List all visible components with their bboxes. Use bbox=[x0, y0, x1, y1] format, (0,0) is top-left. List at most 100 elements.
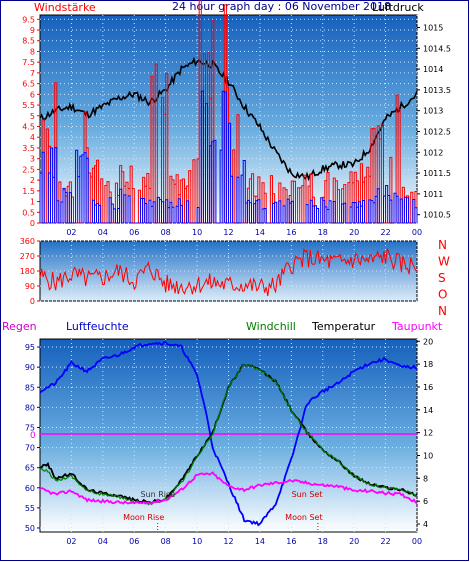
p1-right-tick: 1014 bbox=[423, 65, 443, 74]
p1-left-tick: 3 bbox=[30, 155, 35, 164]
p3-x-tick: 16 bbox=[286, 537, 296, 546]
p3-left-tick: 95 bbox=[25, 343, 35, 352]
p3-right-tick: 16 bbox=[423, 383, 433, 392]
p1-x-tick: 16 bbox=[286, 228, 296, 237]
p2-left-tick: 270 bbox=[20, 252, 35, 261]
compass-label: W bbox=[438, 255, 450, 269]
p1-right-tick: 1013.5 bbox=[423, 86, 451, 95]
p3-left-tick: 85 bbox=[25, 383, 35, 392]
p1-x-tick: 20 bbox=[349, 228, 359, 237]
series-luftfeuchte bbox=[39, 341, 418, 527]
p1-right-tick: 1013 bbox=[423, 107, 443, 116]
series-windchill bbox=[39, 363, 418, 506]
sunset-label: Sun Set bbox=[292, 490, 323, 499]
luftdruck-label: Luftdruck bbox=[372, 1, 424, 14]
chart-title: 24 hour graph day : 06 November 2018 bbox=[172, 0, 391, 13]
p1-right-tick: 1012 bbox=[423, 148, 443, 157]
p3-left-tick: 75 bbox=[25, 423, 35, 432]
p3-right-tick: 4 bbox=[423, 520, 428, 529]
p1-x-tick: 10 bbox=[192, 228, 202, 237]
p3-x-tick: 06 bbox=[129, 537, 139, 546]
p1-x-tick: 00 bbox=[412, 228, 422, 237]
temperature-axis-ticks: 4 6 8 10 12 14 16 18 20 bbox=[417, 337, 433, 529]
p1-left-tick: 0.5 bbox=[22, 208, 35, 217]
p3-left-tick: 60 bbox=[25, 484, 35, 493]
p1-left-tick: 2 bbox=[30, 176, 35, 185]
legend-temperatur: Temperatur bbox=[311, 320, 376, 333]
temp-humidity-x-ticks: 02 04 06 08 10 12 14 16 18 20 22 00 bbox=[66, 537, 422, 546]
p1-left-tick: 0 bbox=[30, 219, 35, 228]
legend-taupunkt: Taupunkt bbox=[391, 320, 443, 333]
p1-left-tick: 1.5 bbox=[22, 187, 35, 196]
p1-x-tick: 18 bbox=[318, 228, 328, 237]
p3-x-tick: 20 bbox=[349, 537, 359, 546]
p1-right-tick: 1011.5 bbox=[423, 169, 451, 178]
p3-left-tick: 80 bbox=[25, 403, 35, 412]
wind-pressure-series bbox=[39, 0, 418, 224]
p3-x-tick: 04 bbox=[98, 537, 108, 546]
p1-right-tick: 1014.5 bbox=[423, 44, 451, 53]
p3-left-tick: 50 bbox=[25, 524, 35, 533]
p1-right-tick: 1011 bbox=[423, 190, 443, 199]
p1-x-tick: 04 bbox=[98, 228, 108, 237]
p3-right-tick: 14 bbox=[423, 406, 433, 415]
compass-label: N bbox=[438, 238, 447, 252]
p1-left-tick: 8 bbox=[30, 47, 35, 56]
p3-x-tick: 08 bbox=[161, 537, 171, 546]
p3-x-tick: 02 bbox=[66, 537, 76, 546]
compass-label: O bbox=[438, 288, 447, 302]
p1-x-tick: 12 bbox=[223, 228, 233, 237]
p1-right-tick: 1015 bbox=[423, 23, 443, 32]
legend-luftfeuchte: Luftfeuchte bbox=[66, 320, 129, 333]
p3-right-tick: 6 bbox=[423, 497, 428, 506]
wind-direction-series bbox=[39, 247, 418, 297]
p3-x-tick: 12 bbox=[223, 537, 233, 546]
wind-pressure-x-ticks: 02 04 06 08 10 12 14 16 18 20 22 00 bbox=[66, 228, 422, 237]
compass-label: S bbox=[438, 271, 446, 285]
p1-left-tick: 2.5 bbox=[22, 165, 35, 174]
humidity-axis-ticks: 50 55 60 65 70 75 80 85 90 95 bbox=[25, 343, 40, 533]
moonset-label: Moon Set bbox=[285, 513, 322, 522]
p3-x-tick: 22 bbox=[380, 537, 390, 546]
p1-left-tick: 5 bbox=[30, 112, 35, 121]
legend-regen: Regen bbox=[2, 320, 37, 333]
p1-left-tick: 7.5 bbox=[22, 58, 35, 67]
p1-x-tick: 14 bbox=[255, 228, 265, 237]
p3-x-tick: 10 bbox=[192, 537, 202, 546]
p1-left-tick: 8.5 bbox=[22, 37, 35, 46]
p1-left-tick: 6 bbox=[30, 90, 35, 99]
moonrise-label: Moon Rise bbox=[123, 513, 164, 522]
p1-right-tick: 1012.5 bbox=[423, 127, 451, 136]
windstaerke-label: Windstärke bbox=[34, 1, 96, 14]
compass-label: N bbox=[438, 304, 447, 318]
p1-left-tick: 4.5 bbox=[22, 123, 35, 132]
series-luftdruck bbox=[39, 56, 418, 182]
p3-right-tick: 18 bbox=[423, 360, 433, 369]
p3-left-tick: 70 bbox=[25, 444, 35, 453]
p2-left-tick: 180 bbox=[20, 267, 35, 276]
p1-left-tick: 3.5 bbox=[22, 144, 35, 153]
p2-left-tick: 0 bbox=[30, 297, 35, 306]
p1-right-tick: 1010.5 bbox=[423, 211, 451, 220]
p1-left-tick: 6.5 bbox=[22, 80, 35, 89]
p1-left-tick: 9 bbox=[30, 26, 35, 35]
wind-direction-grid bbox=[40, 240, 418, 302]
series-wind-direction bbox=[39, 247, 418, 297]
p1-left-tick: 5.5 bbox=[22, 101, 35, 110]
astro-annotations: Sun Rise Moon Rise Sun Set Moon Set bbox=[123, 490, 323, 532]
p3-x-tick: 14 bbox=[255, 537, 265, 546]
temp-humidity-series: 0 bbox=[30, 341, 418, 527]
p1-x-tick: 08 bbox=[161, 228, 171, 237]
p3-right-tick: 12 bbox=[423, 429, 433, 438]
rain-zero-label: 0 bbox=[30, 431, 36, 441]
p1-x-tick: 02 bbox=[66, 228, 76, 237]
p1-left-tick: 1 bbox=[30, 198, 35, 207]
p1-left-tick: 4 bbox=[30, 133, 35, 142]
p3-right-tick: 20 bbox=[423, 337, 433, 346]
p3-left-tick: 55 bbox=[25, 504, 35, 513]
series-wind-speed bbox=[39, 90, 418, 224]
p3-right-tick: 10 bbox=[423, 451, 433, 460]
pressure-axis-ticks: 1010.5 1011 1011.5 1012 1012.5 1013 1013.5 1014… bbox=[417, 23, 451, 220]
